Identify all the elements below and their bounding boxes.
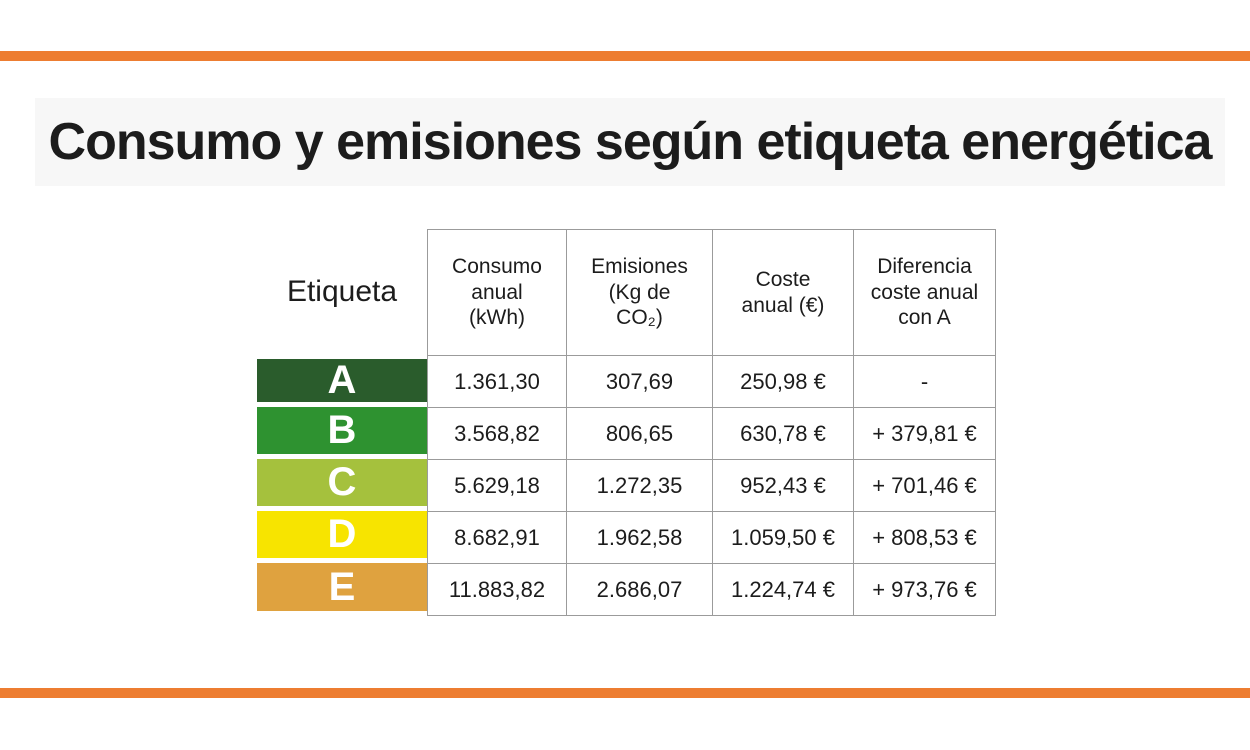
column-header-consumo: Consumo anual (kWh) [427,229,567,356]
table-row-a: 1.361,30 307,69 250,98 € - [427,355,996,408]
cell-consumo: 11.883,82 [427,563,567,616]
cell-emisiones: 1.272,35 [566,459,713,512]
energy-label-b: B [257,407,427,459]
data-grid: Consumo anual (kWh) Emisiones (Kg de CO₂… [427,229,996,616]
cell-emisiones: 307,69 [566,355,713,408]
cell-consumo: 1.361,30 [427,355,567,408]
data-grid-header: Consumo anual (kWh) Emisiones (Kg de CO₂… [427,229,996,356]
energy-label-a: A [257,355,427,407]
cell-coste: 630,78 € [712,407,854,460]
cell-coste: 250,98 € [712,355,854,408]
cell-coste: 1.224,74 € [712,563,854,616]
column-header-emisiones: Emisiones (Kg de CO₂) [566,229,713,356]
table-row-b: 3.568,82 806,65 630,78 € + 379,81 € [427,407,996,460]
cell-diferencia: + 379,81 € [853,407,996,460]
cell-diferencia: + 973,76 € [853,563,996,616]
cell-diferencia: + 808,53 € [853,511,996,564]
cell-emisiones: 806,65 [566,407,713,460]
energy-table: Etiqueta A B C D E Consumo anual (kWh) E… [257,229,996,616]
energy-label-e: E [257,563,427,615]
bottom-accent-bar [0,688,1250,698]
data-grid-body: 1.361,30 307,69 250,98 € - 3.568,82 806,… [427,355,996,616]
cell-consumo: 8.682,91 [427,511,567,564]
cell-coste: 952,43 € [712,459,854,512]
top-accent-bar [0,51,1250,61]
etiqueta-column: Etiqueta A B C D E [257,229,427,615]
column-header-coste: Coste anual (€) [712,229,854,356]
energy-label-c: C [257,459,427,511]
column-header-diferencia: Diferencia coste anual con A [853,229,996,356]
table-row-c: 5.629,18 1.272,35 952,43 € + 701,46 € [427,459,996,512]
table-row-d: 8.682,91 1.962,58 1.059,50 € + 808,53 € [427,511,996,564]
cell-emisiones: 2.686,07 [566,563,713,616]
table-row-e: 11.883,82 2.686,07 1.224,74 € + 973,76 € [427,563,996,616]
corner-label: Etiqueta [286,275,398,308]
header-row: Consumo anual (kWh) Emisiones (Kg de CO₂… [427,229,996,356]
page-title: Consumo y emisiones según etiqueta energ… [48,113,1213,171]
cell-consumo: 3.568,82 [427,407,567,460]
cell-emisiones: 1.962,58 [566,511,713,564]
cell-consumo: 5.629,18 [427,459,567,512]
cell-diferencia: + 701,46 € [853,459,996,512]
energy-label-d: D [257,511,427,563]
cell-diferencia: - [853,355,996,408]
title-band: Consumo y emisiones según etiqueta energ… [35,98,1225,186]
cell-coste: 1.059,50 € [712,511,854,564]
